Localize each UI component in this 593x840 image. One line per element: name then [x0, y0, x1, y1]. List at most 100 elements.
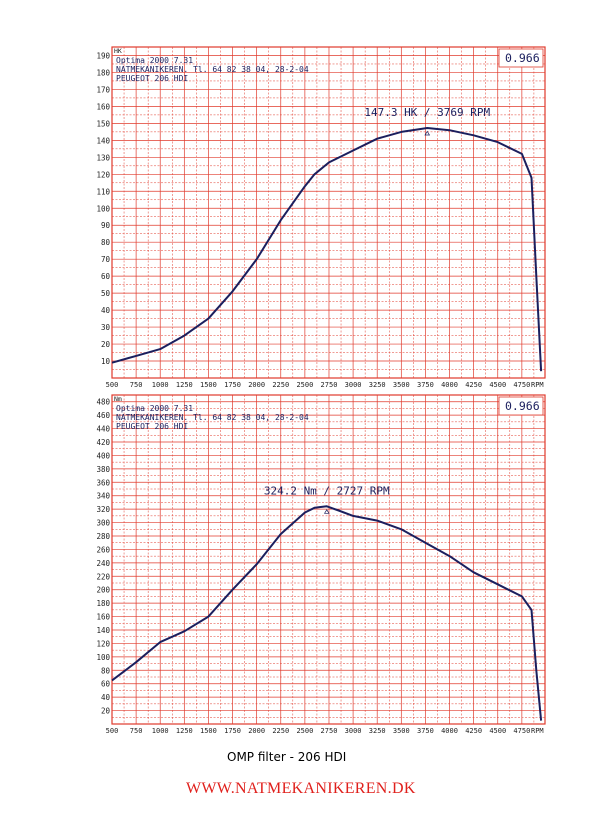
y-tick-label: 460	[96, 411, 110, 420]
y-tick-label: 40	[101, 693, 111, 702]
corner-value: 0.966	[505, 399, 540, 413]
x-tick-label: 2750	[321, 727, 338, 735]
y-tick-label: 480	[96, 398, 110, 407]
power-curve-line	[111, 127, 543, 372]
y-tick-label: 300	[96, 519, 110, 528]
x-tick-label: 4250	[465, 727, 482, 735]
x-tick-label: 4000	[441, 381, 458, 389]
x-tick-label: 4750	[513, 381, 530, 389]
x-tick-label: 1500	[200, 727, 217, 735]
x-tick-label: 500	[106, 727, 119, 735]
y-tick-label: 340	[96, 492, 110, 501]
y-tick-label: 160	[96, 102, 110, 111]
header-line: PEUGEOT 206 HDI	[116, 74, 188, 83]
plot-frame	[111, 46, 546, 379]
peak-label: 147.3 HK / 3769 RPM	[364, 106, 490, 119]
y-tick-label: 30	[101, 323, 111, 332]
y-tick-label: 360	[96, 478, 110, 487]
x-tick-label: 4500	[489, 727, 506, 735]
x-tick-label: 1000	[152, 727, 169, 735]
y-tick-label: 140	[96, 626, 110, 635]
y-tick-label: 260	[96, 545, 110, 554]
x-tick-label: 1750	[224, 381, 241, 389]
y-tick-label: 20	[101, 707, 111, 716]
y-tick-label: 220	[96, 572, 110, 581]
x-tick-label: 1000	[152, 381, 169, 389]
y-tick-label: 60	[101, 680, 111, 689]
y-tick-label: 420	[96, 438, 110, 447]
chart-1: 10 20 30 40 50 60 70 80 90 100 110 120 130 140 150 160 1…	[96, 46, 546, 389]
y-tick-label: 120	[96, 639, 110, 648]
x-tick-label: 2500	[296, 727, 313, 735]
peak-marker	[323, 509, 330, 514]
power-curve-line	[111, 505, 543, 721]
y-tick-label: 110	[96, 187, 110, 196]
y-tick-label: 70	[101, 255, 111, 264]
x-tick-label: 3000	[345, 727, 362, 735]
y-tick-label: 440	[96, 425, 110, 434]
y-tick-label: 150	[96, 119, 110, 128]
x-tick-label: 4500	[489, 381, 506, 389]
y-tick-label: 240	[96, 559, 110, 568]
website-footer: WWW.NATMEKANIKEREN.DK	[186, 780, 416, 797]
y-tick-label: 50	[101, 289, 111, 298]
peak-marker	[424, 130, 431, 136]
y-tick-label: 160	[96, 613, 110, 622]
x-tick-label: 2000	[248, 381, 265, 389]
corner-value-box	[498, 48, 544, 68]
y-tick-label: 400	[96, 451, 110, 460]
y-tick-label: 320	[96, 505, 110, 514]
x-tick-label: 2250	[272, 381, 289, 389]
x-tick-label: 4250	[465, 381, 482, 389]
x-tick-label: 2750	[321, 381, 338, 389]
y-tick-label: 90	[101, 221, 111, 230]
y-tick-label: 40	[101, 306, 111, 315]
y-unit-label: HK	[114, 47, 122, 55]
chart-2: 20 40 60 80 100 120 140 160 180 200 220 240 260 280 30…	[96, 394, 546, 735]
x-tick-label: 3250	[369, 381, 386, 389]
x-unit-label: RPM	[531, 727, 544, 735]
x-tick-label: 500	[106, 381, 119, 389]
x-tick-label: 3750	[417, 381, 434, 389]
y-tick-label: 180	[96, 68, 110, 77]
x-unit-label: RPM	[531, 381, 544, 389]
x-tick-label: 2250	[272, 727, 289, 735]
x-tick-label: 750	[130, 727, 143, 735]
x-tick-label: 1500	[200, 381, 217, 389]
plot-frame	[111, 394, 546, 725]
y-tick-label: 100	[96, 204, 110, 213]
header-line: NATMEKANIKEREN. Tl. 64 82 38 04, 28-2-04	[116, 65, 309, 74]
corner-value-box	[498, 396, 544, 416]
y-tick-label: 60	[101, 272, 111, 281]
y-tick-label: 20	[101, 340, 111, 349]
y-unit-label: Nm	[114, 395, 122, 403]
header-line: Optima 2000 7.31	[116, 404, 193, 413]
y-tick-label: 380	[96, 465, 110, 474]
y-tick-label: 10	[101, 357, 111, 366]
y-tick-label: 80	[101, 666, 111, 675]
x-tick-label: 1750	[224, 727, 241, 735]
x-tick-label: 3500	[393, 727, 410, 735]
corner-value: 0.966	[505, 51, 540, 65]
y-tick-label: 130	[96, 153, 110, 162]
x-tick-label: 750	[130, 381, 143, 389]
caption: OMP filter - 206 HDI	[227, 750, 347, 764]
y-tick-label: 190	[96, 51, 110, 60]
y-tick-label: 180	[96, 599, 110, 608]
x-tick-label: 3000	[345, 381, 362, 389]
peak-label: 324.2 Nm / 2727 RPM	[264, 484, 390, 497]
header-line: Optima 2000 7.31	[116, 56, 193, 65]
x-tick-label: 4000	[441, 727, 458, 735]
x-tick-label: 1250	[176, 727, 193, 735]
y-tick-label: 140	[96, 136, 110, 145]
header-line: PEUGEOT 206 HDI	[116, 422, 188, 431]
y-tick-label: 100	[96, 653, 110, 662]
y-tick-label: 200	[96, 586, 110, 595]
x-tick-label: 2000	[248, 727, 265, 735]
y-tick-label: 170	[96, 85, 110, 94]
x-tick-label: 2500	[296, 381, 313, 389]
y-tick-label: 280	[96, 532, 110, 541]
x-tick-label: 3250	[369, 727, 386, 735]
x-tick-label: 1250	[176, 381, 193, 389]
